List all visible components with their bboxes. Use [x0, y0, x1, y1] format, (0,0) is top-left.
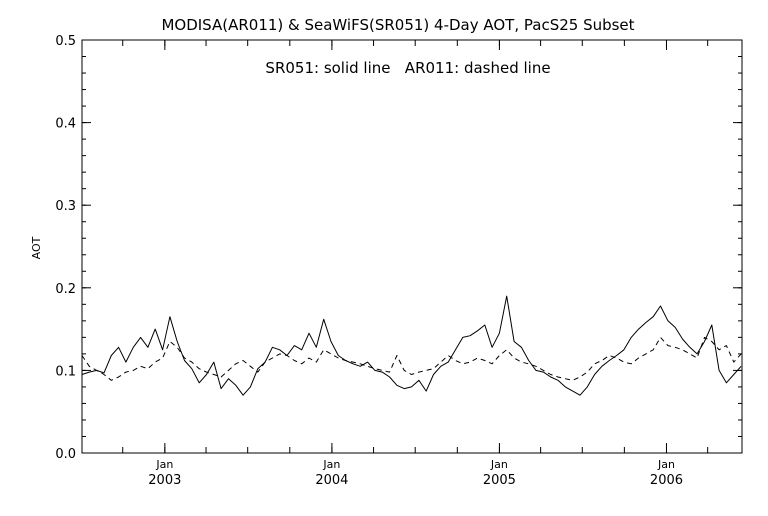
x-tick-year-label: 2005 — [483, 473, 516, 488]
y-tick-label: 0.5 — [55, 34, 76, 49]
y-tick-label: 0.0 — [55, 447, 76, 462]
x-axis: Jan 2003 Jan 2004 Jan 2005 Jan 2006 — [122, 40, 709, 488]
x-tick-year-label: 2004 — [315, 473, 348, 488]
x-tick-month-label: Jan — [155, 458, 173, 471]
x-tick-month-label: Jan — [490, 458, 508, 471]
y-tick-label: 0.4 — [55, 117, 76, 132]
chart-title: MODISA(AR011) & SeaWiFS(SR051) 4-Day AOT… — [161, 16, 634, 34]
plot-frame — [81, 39, 743, 454]
y-tick-label: 0.3 — [55, 199, 76, 214]
x-tick-month-label: Jan — [322, 458, 340, 471]
x-tick-year-label: 2003 — [148, 473, 181, 488]
legend-annotation: SR051: solid line AR011: dashed line — [265, 59, 550, 77]
x-tick-year-label: 2006 — [650, 473, 683, 488]
x-tick-month-label: Jan — [657, 458, 675, 471]
series-layer — [81, 295, 742, 396]
y-tick-label: 0.1 — [55, 364, 76, 379]
series-line-ar011 — [81, 336, 742, 381]
y-axis: 0.0 0.1 0.2 0.3 0.4 0.5 — [55, 34, 742, 462]
y-axis-label: AOT — [30, 236, 43, 259]
series-line-sr051 — [81, 295, 742, 396]
y-tick-label: 0.2 — [55, 282, 76, 297]
